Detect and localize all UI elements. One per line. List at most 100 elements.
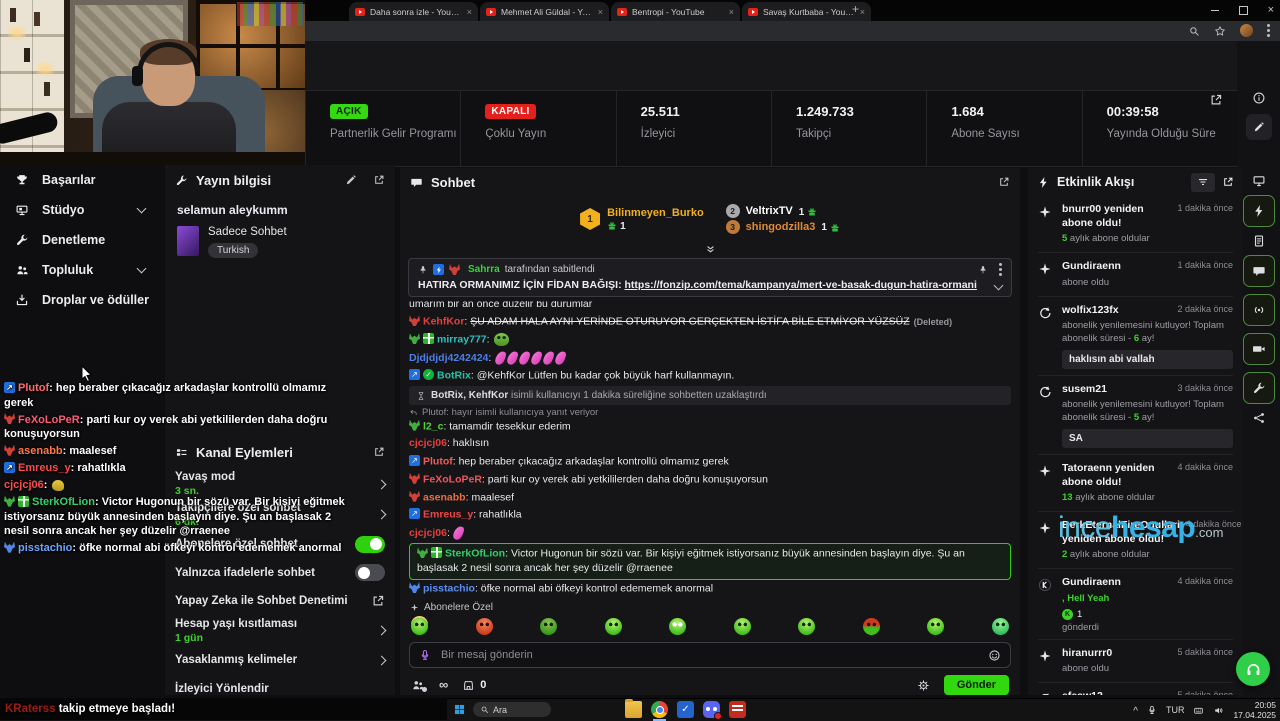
chat-message[interactable]: SterkOfLion: Victor Hugonun bir sözü var…: [409, 543, 1011, 580]
touch-keyboard-icon[interactable]: [1193, 705, 1204, 716]
chat-message[interactable]: Djdjdjdj4242424:: [409, 350, 1011, 367]
category-thumbnail[interactable]: [177, 226, 199, 256]
support-chat-widget-button[interactable]: [1236, 652, 1270, 686]
chat-message[interactable]: BotRix: @KehfKor Lütfen bu kadar çok büy…: [409, 368, 1011, 384]
tab-close-icon[interactable]: [860, 7, 865, 17]
activity-item[interactable]: Tatoraenn yeniden abone oldu! 4 dakika ö…: [1038, 455, 1233, 513]
channel-action-row[interactable]: Yalnızca ifadelerle sohbet: [175, 561, 385, 585]
chat-message-input[interactable]: [439, 648, 980, 662]
zoom-icon[interactable]: [1188, 25, 1200, 37]
popout-icon[interactable]: [373, 446, 385, 458]
chat-username[interactable]: BotRix: [437, 369, 471, 382]
activity-item[interactable]: susem21 3 dakika önce abonelik yenilemes…: [1038, 376, 1233, 456]
windows-start-button[interactable]: [453, 703, 466, 716]
quick-action-icon[interactable]: [1242, 372, 1275, 404]
stream-tag[interactable]: Turkish: [208, 243, 259, 258]
chat-settings-gear-icon[interactable]: [917, 679, 930, 692]
browser-tab[interactable]: Savaş Kurtbaba - YouTube: [742, 2, 871, 21]
pinned-menu-icon[interactable]: [999, 268, 1002, 271]
channel-action-row[interactable]: Takipçilere özel sohbet 6 dk.: [175, 502, 387, 528]
quick-action-icon[interactable]: [1242, 195, 1275, 227]
info-icon[interactable]: [1252, 91, 1266, 105]
browser-tab[interactable]: Bentropi - YouTube: [611, 2, 740, 21]
quick-action-icon[interactable]: [1242, 333, 1275, 365]
quick-action-icon[interactable]: [1252, 411, 1266, 425]
chat-message[interactable]: Plutof: hep beraber çıkacağız arkadaşlar…: [409, 454, 1011, 470]
browser-menu-icon[interactable]: [1267, 29, 1270, 32]
pinned-message[interactable]: Sahrra tarafından sabitlendi HATIRA ORMA…: [408, 258, 1012, 297]
activity-item[interactable]: Gundiraenn 4 dakika önce , Hell Yeah 1 g…: [1038, 569, 1233, 640]
activity-item[interactable]: bnurr00 yeniden abone oldu! 1 dakika önc…: [1038, 196, 1233, 254]
browser-profile-avatar[interactable]: [1240, 24, 1253, 37]
taskbar-search[interactable]: Ara: [473, 702, 551, 717]
stats-popout-icon[interactable]: [1209, 93, 1223, 107]
pinned-link[interactable]: https://fonzip.com/tema/kampanya/mert-ve…: [624, 279, 977, 291]
volume-icon[interactable]: [1213, 705, 1224, 716]
new-tab-button[interactable]: [852, 2, 859, 16]
quick-action-icon[interactable]: [1252, 174, 1266, 188]
chat-username[interactable]: mirray777: [437, 333, 487, 346]
emote[interactable]: [862, 618, 880, 635]
emote[interactable]: [733, 618, 751, 635]
chat-message[interactable]: Emreus_y: rahatlıkla: [409, 507, 1011, 523]
activity-item[interactable]: wolfix123fx 2 dakika önce abonelik yenil…: [1038, 297, 1233, 376]
browser-tab[interactable]: Mehmet Ali Güldal - YouTube: [480, 2, 609, 21]
toggle-switch[interactable]: [355, 535, 385, 553]
sidebar-item[interactable]: Droplar ve ödüller: [0, 285, 165, 315]
leaderboard-collapse-icon[interactable]: [400, 242, 1020, 255]
emote[interactable]: [798, 618, 816, 635]
emote[interactable]: [669, 618, 687, 635]
sidebar-item[interactable]: Denetleme: [0, 225, 165, 255]
quick-action-icon[interactable]: [1252, 234, 1266, 248]
taskbar-clock[interactable]: 20:05 17.04.2025: [1233, 699, 1276, 720]
edit-pencil-icon[interactable]: [1245, 114, 1272, 140]
chat-message[interactable]: asenabb: maalesef: [409, 490, 1011, 506]
chat-message[interactable]: FeXoLoPeR: parti kur oy verek abi yetkil…: [409, 472, 1011, 488]
sidebar-item[interactable]: Başarılar: [0, 165, 165, 195]
activity-item[interactable]: hiranurrr0 5 dakika önce abone oldu: [1038, 640, 1233, 684]
activity-item[interactable]: Gundiraenn 1 dakika önce abone oldu: [1038, 253, 1233, 297]
chat-message[interactable]: pisstachio: öfke normal abi öfkeyi kontr…: [409, 581, 1011, 597]
popout-icon[interactable]: [371, 594, 385, 608]
category-name[interactable]: Sadece Sohbet: [208, 226, 287, 238]
chat-message[interactable]: cjcjcj06: haklısın: [409, 437, 489, 450]
channel-action-row[interactable]: Yasaklanmış kelimeler: [175, 648, 387, 672]
tab-close-icon[interactable]: [467, 7, 472, 17]
emote[interactable]: [991, 618, 1009, 635]
emote[interactable]: [604, 618, 622, 635]
chat-username[interactable]: l2_c: [423, 420, 444, 433]
taskbar-app-icon[interactable]: [677, 701, 694, 718]
quick-action-icon[interactable]: [1242, 255, 1275, 287]
browser-tab[interactable]: Daha sonra izle - YouTube: [349, 2, 478, 21]
chat-username[interactable]: SterkOfLion: [445, 547, 506, 560]
taskbar-app-icon[interactable]: [729, 701, 746, 718]
chat-username[interactable]: KehfKor: [423, 315, 465, 328]
taskbar-app-icon[interactable]: [651, 701, 668, 721]
window-minimize-button[interactable]: [1210, 9, 1219, 11]
channel-action-row[interactable]: Abonelere özel sohbet: [175, 532, 385, 556]
leaderboard-entry[interactable]: 2 VeltrixTV 1: [725, 204, 840, 219]
popout-icon[interactable]: [1222, 176, 1234, 188]
tray-expand-icon[interactable]: [1133, 701, 1138, 719]
chat-username[interactable]: Djdjdjdj4242424: [409, 351, 489, 364]
emote-picker-icon[interactable]: [988, 649, 1001, 662]
activity-item[interactable]: efesw12 5 dakika önce abonelik yenilemes…: [1038, 683, 1233, 695]
popout-icon[interactable]: [373, 174, 385, 186]
tab-close-icon[interactable]: [598, 7, 603, 17]
tray-mic-icon[interactable]: [1147, 705, 1157, 715]
quick-action-icon[interactable]: [1242, 294, 1275, 326]
leaderboard-first[interactable]: 1 Bilinmeyen_Burko 1: [580, 207, 704, 232]
chat-message[interactable]: Plutof: hayır isimli kullanıcıya yanıt v…: [409, 407, 1011, 435]
chat-username[interactable]: pisstachio: [423, 582, 475, 595]
tab-close-icon[interactable]: [729, 7, 734, 17]
chat-username[interactable]: FeXoLoPeR: [423, 473, 482, 486]
feed-filter-button[interactable]: [1191, 172, 1215, 192]
leaderboard-entry[interactable]: 3 shingodzilla3 1: [725, 219, 840, 234]
channel-action-row[interactable]: Yavaş mod 3 sn.: [175, 471, 387, 497]
emote[interactable]: [540, 618, 558, 635]
edit-stream-info-icon[interactable]: [345, 174, 357, 186]
taskbar-app-icon[interactable]: [703, 701, 722, 720]
chat-message[interactable]: BotRix, KehfKor isimli kullanıcıyı 1 dak…: [409, 386, 1011, 406]
activity-item[interactable]: BerkEternalFireOgullari yeniden abone ol…: [1038, 512, 1241, 570]
emote[interactable]: [475, 618, 493, 635]
